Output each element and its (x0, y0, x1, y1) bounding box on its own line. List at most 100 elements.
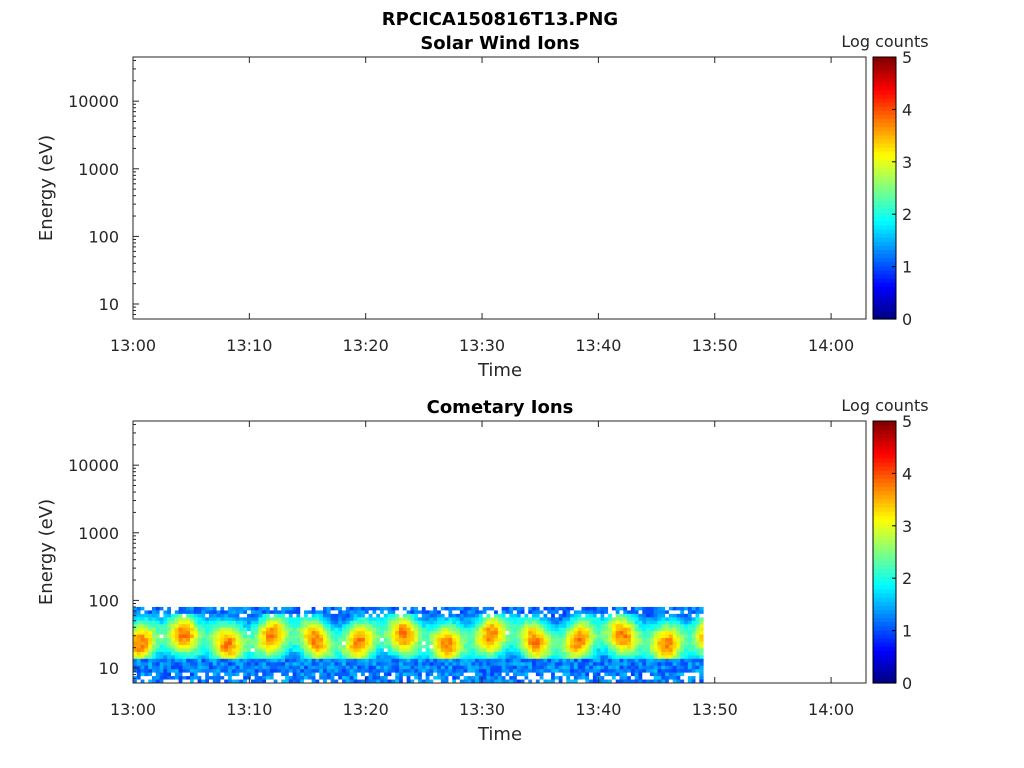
heatmap-cell (304, 679, 309, 684)
heatmap-cell (178, 648, 183, 653)
heatmap-cell (630, 658, 636, 663)
heatmap-cell (269, 665, 275, 670)
heatmap-cell (174, 617, 180, 622)
heatmap-cell (520, 627, 525, 632)
heatmap-cell (513, 648, 518, 653)
heatmap-cell (243, 606, 248, 611)
heatmap-cell (482, 662, 487, 667)
heatmap-cell (528, 610, 533, 615)
heatmap-cell (273, 627, 278, 632)
heatmap-cell (231, 610, 237, 615)
heatmap-cell (653, 617, 658, 622)
heatmap-cell (140, 662, 145, 667)
heatmap-cell (665, 644, 670, 649)
heatmap-cell (300, 606, 305, 611)
heatmap-cell (486, 672, 491, 677)
heatmap-cell (551, 679, 556, 684)
heatmap-cell (159, 651, 164, 656)
heatmap-cell (657, 644, 662, 649)
heatmap-cell (687, 641, 693, 646)
heatmap-cell (543, 610, 548, 615)
heatmap-cell (395, 676, 400, 681)
heatmap-cell (630, 624, 636, 629)
heatmap-cell (623, 613, 628, 618)
heatmap-cell (440, 679, 446, 684)
y-tick-label: 10 (99, 659, 119, 678)
heatmap-cell (421, 624, 427, 629)
heatmap-cell (231, 627, 237, 632)
heatmap-cell (250, 658, 256, 663)
heatmap-cell (148, 644, 153, 649)
colorbar-segment (873, 535, 896, 541)
heatmap-cell (307, 641, 313, 646)
heatmap-cell (440, 624, 446, 629)
heatmap-cell (243, 610, 248, 615)
colorbar-tick-label: 5 (902, 48, 912, 67)
heatmap-cell (216, 631, 221, 636)
heatmap-cell (672, 606, 678, 611)
heatmap-cell (209, 634, 214, 639)
heatmap-cell (281, 648, 286, 653)
colorbar-segment (873, 433, 896, 438)
heatmap-cell (338, 610, 343, 615)
heatmap-cell (695, 613, 700, 618)
heatmap-cell (448, 620, 453, 625)
heatmap-cell (646, 606, 651, 611)
heatmap-cell (212, 672, 218, 677)
heatmap-cell (361, 617, 366, 622)
heatmap-cell (490, 669, 495, 674)
heatmap-cell (467, 627, 472, 632)
heatmap-cell (653, 627, 658, 632)
heatmap-cell (330, 620, 335, 625)
heatmap-cell (471, 676, 476, 681)
heatmap-cell (490, 641, 495, 646)
heatmap-cell (600, 669, 605, 674)
heatmap-cell (554, 665, 560, 670)
heatmap-cell (254, 627, 259, 632)
heatmap-cell (592, 651, 598, 656)
heatmap-cell (418, 617, 423, 622)
heatmap-cell (224, 624, 229, 629)
heatmap-cell (152, 676, 157, 681)
heatmap-cell (258, 641, 263, 646)
heatmap-cell (197, 606, 202, 611)
heatmap-cell (665, 651, 670, 656)
heatmap-cell (266, 610, 271, 615)
heatmap-cell (444, 610, 449, 615)
heatmap-cell (592, 610, 598, 615)
heatmap-cell (235, 658, 240, 663)
heatmap-cell (235, 641, 240, 646)
heatmap-cell (482, 638, 487, 643)
heatmap-cell (642, 613, 647, 618)
heatmap-cell (292, 610, 297, 615)
heatmap-cell (691, 634, 697, 639)
heatmap-cell (596, 672, 601, 677)
heatmap-cell (133, 651, 138, 656)
heatmap-cell (497, 651, 503, 656)
heatmap-cell (433, 613, 438, 618)
heatmap-cell (596, 606, 601, 611)
heatmap-cell (368, 638, 373, 643)
heatmap-cell (471, 631, 476, 636)
heatmap-cell (250, 613, 256, 618)
heatmap-cell (676, 620, 681, 625)
heatmap-cell (642, 624, 647, 629)
heatmap-cell (220, 655, 225, 660)
heatmap-cell (425, 638, 430, 643)
heatmap-cell (524, 651, 529, 656)
heatmap-cell (167, 651, 172, 656)
heatmap-cell (292, 624, 297, 629)
heatmap-cell (326, 662, 332, 667)
heatmap-cell (277, 610, 282, 615)
heatmap-cell (463, 641, 468, 646)
heatmap-cell (323, 641, 328, 646)
heatmap-cell (676, 627, 681, 632)
heatmap-cell (680, 655, 685, 660)
heatmap-cell (604, 634, 609, 639)
heatmap-cell (649, 620, 655, 625)
heatmap-cell (562, 676, 567, 681)
heatmap-cell (353, 658, 358, 663)
heatmap-cell (437, 655, 442, 660)
heatmap-cell (475, 613, 480, 618)
heatmap-cell (520, 606, 525, 611)
